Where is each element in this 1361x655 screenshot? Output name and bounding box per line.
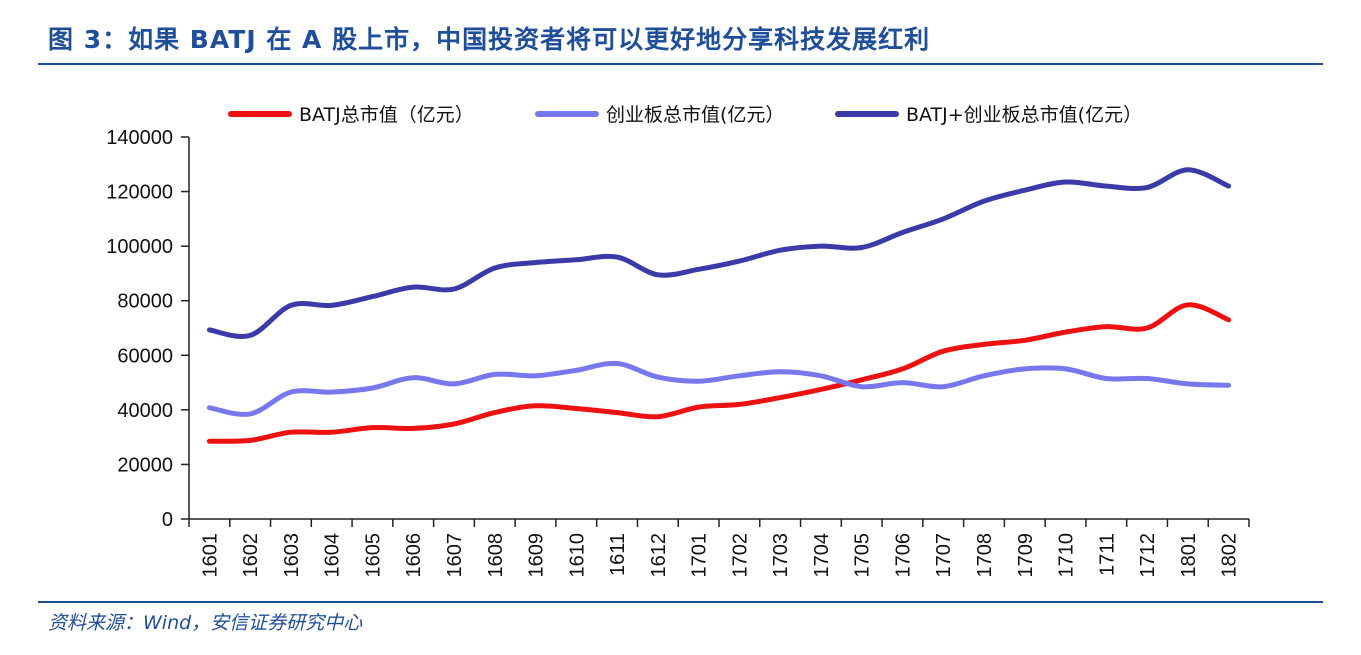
x-tick-label: 1605 xyxy=(362,533,384,578)
x-tick-label: 1711 xyxy=(1096,533,1118,576)
x-tick-label: 1609 xyxy=(526,533,548,578)
x-tick-label: 1610 xyxy=(566,533,588,578)
x-tick-label: 1604 xyxy=(322,533,344,578)
x-tick-label: 1607 xyxy=(444,533,466,578)
x-tick-label: 1710 xyxy=(1056,533,1078,578)
x-tick-label: 1606 xyxy=(403,533,425,578)
y-tick-label: 0 xyxy=(162,509,173,531)
legend-label: BATJ总市值（亿元） xyxy=(299,104,474,126)
x-tick-label: 1702 xyxy=(729,533,751,578)
chinext-series-line xyxy=(206,360,1232,417)
y-tick-label: 100000 xyxy=(106,236,173,258)
batj-series-line xyxy=(206,302,1232,444)
x-tick-label: 1707 xyxy=(933,533,955,578)
x-axis: 1601 1602 1603 1604 1605 1606 1607 1608 1609 1610… xyxy=(188,518,1250,578)
legend-label: BATJ+创业板总市值(亿元） xyxy=(906,104,1142,126)
legend-label: 创业板总市值(亿元） xyxy=(606,104,784,126)
y-axis: 0 20000 40000 60000 80000 100000 120000 140000 xyxy=(106,127,190,531)
x-tick-label: 1703 xyxy=(770,533,792,578)
x-tick-label: 1608 xyxy=(485,533,507,578)
x-tick-label: 1704 xyxy=(811,533,833,578)
legend: BATJ总市值（亿元） 创业板总市值(亿元） BATJ+创业板总市值(亿元） xyxy=(228,104,1142,126)
x-tick-label: 1801 xyxy=(1178,533,1200,578)
y-tick-label: 60000 xyxy=(117,345,173,367)
y-tick-label: 20000 xyxy=(117,454,173,476)
source-note: 资料来源：Wind，安信证券研究中心 xyxy=(48,612,363,634)
batj-plus-chinext-series-line xyxy=(206,167,1232,339)
y-tick-label: 140000 xyxy=(106,127,173,149)
x-tick-label: 1701 xyxy=(689,533,711,578)
x-tick-label: 1603 xyxy=(281,533,303,578)
x-tick-label: 1612 xyxy=(648,533,670,578)
y-tick-label: 40000 xyxy=(117,400,173,422)
header-rule xyxy=(38,63,1323,65)
y-tick-label: 120000 xyxy=(106,182,173,204)
y-tick-label: 80000 xyxy=(117,291,173,313)
x-tick-label: 1611 xyxy=(607,533,629,576)
x-tick-label: 1601 xyxy=(199,533,221,578)
footer-rule xyxy=(38,601,1323,603)
x-tick-label: 1802 xyxy=(1219,533,1241,578)
figure-title: 图 3：如果 BATJ 在 A 股上市，中国投资者将可以更好地分享科技发展红利 xyxy=(48,25,931,54)
series-lines xyxy=(206,167,1232,444)
x-tick-label: 1709 xyxy=(1015,533,1037,578)
x-tick-label: 1706 xyxy=(892,533,914,578)
x-tick-label: 1712 xyxy=(1137,533,1159,578)
x-tick-label: 1705 xyxy=(852,533,874,578)
x-tick-label: 1602 xyxy=(240,533,262,578)
x-tick-label: 1708 xyxy=(974,533,996,578)
